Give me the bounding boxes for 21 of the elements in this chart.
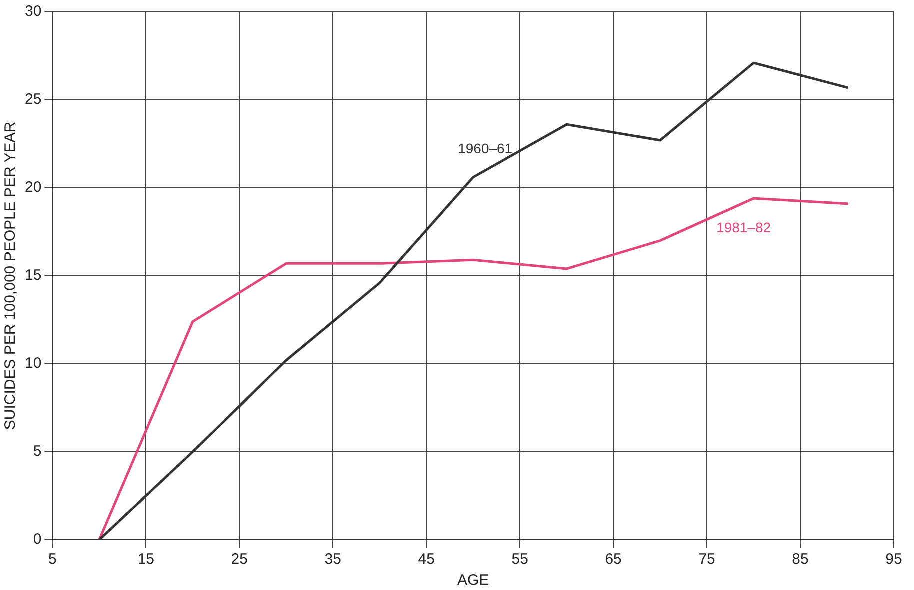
x-tick-label: 5: [48, 551, 57, 568]
y-axis-title: SUICIDES PER 100,000 PEOPLE PER YEAR: [2, 122, 20, 430]
x-axis-title: AGE: [458, 572, 490, 590]
x-tick-label: 85: [792, 551, 809, 568]
y-tick-label: 20: [24, 179, 42, 196]
x-tick-label: 75: [698, 551, 716, 568]
x-tick-label: 25: [231, 551, 248, 568]
y-tick-label: 25: [24, 91, 42, 108]
x-tick-label: 15: [138, 551, 155, 568]
x-tick-label: 35: [324, 551, 342, 568]
y-tick-label: 5: [33, 443, 42, 460]
y-tick-label: 15: [24, 267, 42, 284]
x-tick-label: 55: [512, 551, 528, 568]
series-label: 1981–82: [716, 219, 772, 236]
y-tick-label: 0: [33, 531, 42, 548]
series-label: 1960–61: [458, 140, 513, 156]
x-tick-label: 45: [418, 551, 435, 568]
y-tick-label: 30: [24, 3, 42, 20]
x-tick-label: 65: [605, 551, 622, 568]
x-tick-label: 95: [886, 551, 902, 568]
y-tick-label: 10: [24, 355, 42, 372]
